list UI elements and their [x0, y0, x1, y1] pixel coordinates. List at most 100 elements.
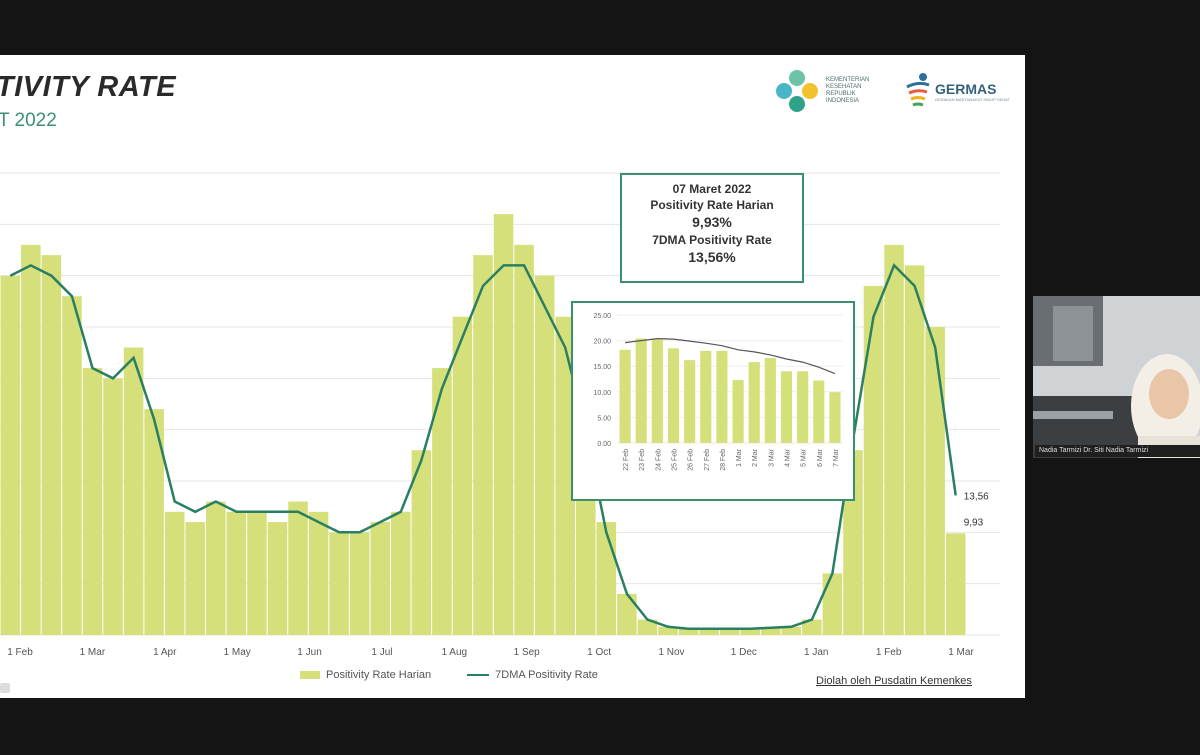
source-note: Diolah oleh Pusdatin Kemenkes — [816, 675, 972, 687]
daily-rate-bar — [103, 378, 123, 635]
daily-rate-bar — [123, 347, 144, 635]
inset-daily-bar — [651, 339, 663, 443]
germas-logo-text: GERMAS — [935, 80, 997, 97]
inset-y-tick-label: 20.00 — [593, 339, 611, 346]
x-tick-label: 1 Sep — [514, 647, 541, 658]
daily-rate-bar — [21, 244, 41, 635]
daily-rate-bar — [658, 626, 678, 635]
inset-y-tick-label: 15.00 — [593, 364, 611, 371]
callout-box: 07 Maret 2022 Positivity Rate Harian 9,9… — [620, 173, 804, 283]
x-tick-label: 1 Apr — [153, 647, 177, 658]
germas-figure-icon — [906, 73, 930, 107]
inset-x-tick-label: 26 Feb — [688, 449, 695, 471]
daily-rate-bar — [370, 522, 391, 635]
legend-bar-label: Positivity Rate Harian — [326, 669, 432, 681]
inset-x-tick-label: 25 Feb — [672, 449, 679, 471]
daily-rate-bar — [185, 522, 206, 635]
inset-x-tick-label: 1 Mar — [736, 448, 743, 467]
inset-y-tick-label: 10.00 — [593, 390, 611, 397]
daily-rate-bar — [473, 255, 493, 635]
daily-rate-bar — [82, 368, 103, 635]
callout-date: 07 Maret 2022 — [672, 182, 752, 196]
slide-subtitle: T 2022 — [0, 110, 57, 131]
corner-window-icon[interactable] — [0, 683, 10, 693]
inset-daily-bar — [780, 371, 793, 443]
daily-rate-bar — [267, 522, 288, 635]
callout-value-daily: 9,93% — [692, 214, 732, 230]
daily-rate-bar — [329, 532, 349, 635]
video-caption: Nadia Tarmizi Dr. Siti Nadia Tarmizi — [1035, 445, 1200, 457]
inset-x-tick-label: 27 Feb — [704, 449, 711, 471]
x-tick-label: 1 Dec — [731, 647, 757, 658]
main-positivity-chart: 1 Feb 1 Mar 1 Apr 1 May 1 Jun 1 Jul 1 Aug 1 Sep… — [0, 172, 1000, 658]
daily-rate-bar — [802, 619, 822, 635]
inset-y-tick-label: 25.00 — [593, 313, 611, 320]
inset-chart-frame: 0.00 5.00 10.00 15.00 20.00 25.00 22 Feb 23 Feb… — [571, 301, 855, 501]
daily-rate-bar — [781, 626, 802, 635]
inset-daily-bar — [764, 358, 776, 443]
daily-rate-bar — [391, 511, 411, 635]
daily-rate-bar — [308, 511, 329, 635]
daily-rate-bar — [493, 214, 514, 636]
germas-logo-subtext: GERAKAN MASYARAKAT HIDUP SEHAT — [935, 96, 1010, 102]
inset-positivity-chart: 0.00 5.00 10.00 15.00 20.00 25.00 22 Feb 23 Feb… — [593, 313, 843, 471]
inset-daily-bar — [716, 350, 728, 443]
x-tick-label: 1 Aug — [442, 647, 468, 658]
daily-rate-bar — [863, 285, 884, 635]
daily-rate-bar — [144, 409, 164, 635]
inset-daily-bar — [732, 380, 744, 443]
legend-bar-swatch — [300, 671, 320, 679]
daily-rate-bar — [884, 244, 904, 635]
inset-x-tick-label: 6 Mar — [817, 448, 824, 467]
daily-rate-bar — [678, 628, 699, 635]
daily-rate-bar — [945, 533, 966, 635]
x-tick-label: 1 Mar — [80, 647, 106, 658]
inset-x-tick-label: 4 Mar — [785, 448, 792, 467]
7dma-line — [9, 263, 957, 631]
daily-rate-bar — [349, 532, 370, 635]
inset-7dma-line — [625, 337, 836, 375]
kemenkes-logo-text: KEMENTERIAN KESEHATAN REPUBLIK INDONESIA — [826, 77, 870, 104]
kemenkes-logo: KEMENTERIAN KESEHATAN REPUBLIK INDONESIA — [772, 63, 886, 119]
x-tick-label: 1 Feb — [7, 647, 33, 658]
inset-y-tick-label: 5.00 — [597, 415, 611, 422]
end-label-7dma: 13,56 — [964, 491, 989, 502]
daily-rate-bar — [555, 316, 575, 635]
daily-rate-bar — [637, 619, 658, 635]
inset-daily-bar — [635, 338, 647, 443]
daily-rate-bar — [904, 265, 925, 635]
daily-rate-bar — [925, 327, 945, 635]
x-tick-label: 1 Nov — [658, 647, 684, 658]
inset-x-tick-label: 24 Feb — [655, 449, 662, 471]
germas-logo: GERMAS GERAKAN MASYARAKAT HIDUP SEHAT — [903, 63, 1010, 119]
inset-daily-bar — [829, 392, 841, 443]
daily-rate-bar — [740, 627, 760, 635]
callout-label-7dma: 7DMA Positivity Rate — [652, 233, 772, 247]
daily-rate-bar — [514, 244, 534, 635]
daily-rate-bar — [760, 626, 781, 635]
slide-title: TIVITY RATE — [0, 71, 177, 103]
daily-rate-bar — [719, 628, 740, 635]
callout-label-daily: Positivity Rate Harian — [650, 198, 774, 212]
daily-rate-bar — [432, 368, 452, 635]
daily-rate-bar — [288, 501, 308, 635]
inset-daily-bar — [700, 350, 712, 443]
inset-daily-bar — [797, 371, 809, 443]
x-tick-label: 1 Jan — [804, 647, 828, 658]
x-tick-label: 1 Oct — [587, 647, 611, 658]
daily-rate-bar — [247, 511, 267, 635]
daily-rate-bar — [411, 450, 432, 635]
daily-rate-bar — [41, 255, 62, 635]
webcam-video-tile[interactable] — [1033, 296, 1200, 458]
x-tick-label: 1 Mar — [948, 647, 974, 658]
x-tick-label: 1 Feb — [876, 647, 902, 658]
inset-x-tick-label: 3 Mar — [768, 448, 775, 467]
inset-x-tick-label: 7 Mar — [833, 448, 840, 467]
inset-daily-bar — [667, 348, 680, 443]
daily-rate-bar — [596, 522, 617, 635]
daily-rate-bar — [617, 593, 637, 635]
inset-daily-bar — [813, 380, 825, 443]
x-tick-label: 1 Jun — [297, 647, 321, 658]
inset-x-tick-label: 2 Mar — [752, 448, 759, 467]
kemenkes-flower-icon — [776, 70, 818, 112]
